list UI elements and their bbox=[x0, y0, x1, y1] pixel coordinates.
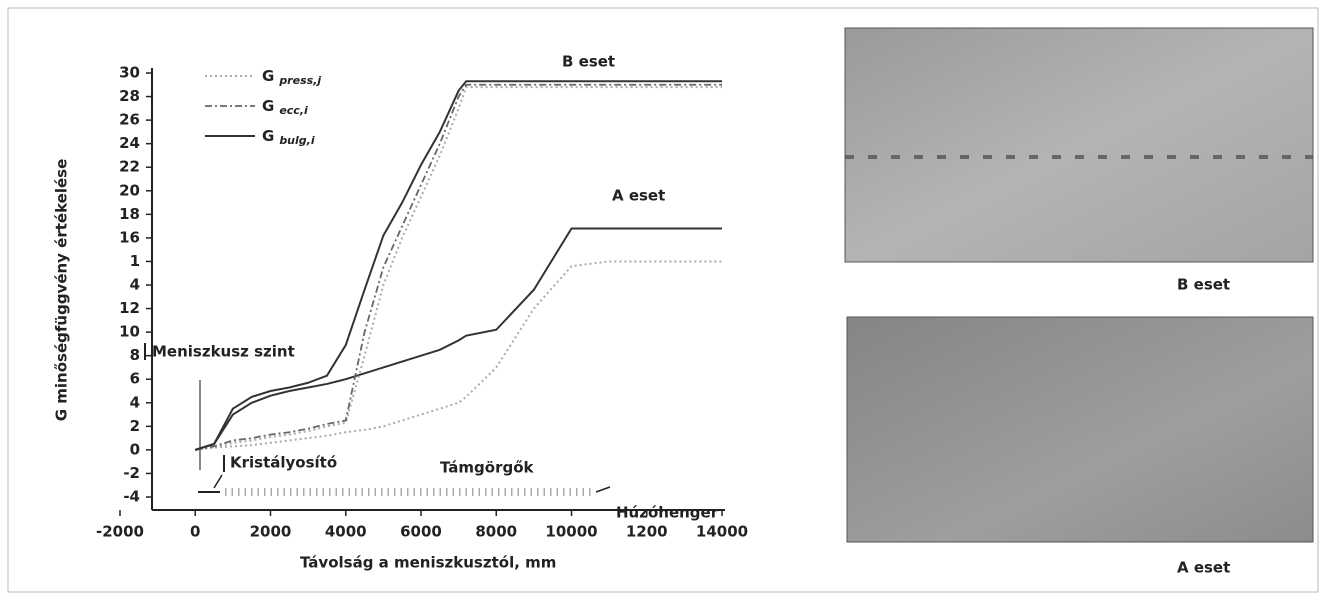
annotation: Meniszkusz szint bbox=[152, 343, 295, 361]
y-tick-label: 2 bbox=[130, 417, 140, 435]
legend-main: G bbox=[262, 97, 274, 115]
legend-main: G bbox=[262, 67, 274, 85]
legend-sub: press,j bbox=[278, 74, 321, 87]
x-tick-label: 8000 bbox=[475, 523, 517, 541]
y-tick-label: 16 bbox=[119, 228, 140, 246]
x-tick-label: 4000 bbox=[325, 523, 367, 541]
photo-caption: A eset bbox=[1177, 559, 1230, 577]
x-tick-label: 14000 bbox=[696, 523, 748, 541]
x-tick-label: 2000 bbox=[250, 523, 292, 541]
x-tick-label: 10000 bbox=[545, 523, 597, 541]
x-axis-label: Távolság a meniszkusztól, mm bbox=[300, 554, 556, 572]
y-tick-label: 30 bbox=[119, 64, 140, 82]
series-line bbox=[194, 227, 722, 451]
y-tick-label: 12 bbox=[119, 299, 140, 317]
legend-sub: bulg,i bbox=[279, 134, 315, 147]
y-tick-label: 24 bbox=[119, 134, 140, 152]
y-tick-label: 18 bbox=[119, 205, 140, 223]
series-line bbox=[194, 80, 722, 451]
x-tick-label: 0 bbox=[190, 523, 200, 541]
y-tick-label: 4 bbox=[130, 276, 140, 294]
legend-sub: ecc,i bbox=[279, 104, 308, 117]
y-tick-label: 26 bbox=[119, 111, 140, 129]
y-tick-label: 4 bbox=[130, 393, 140, 411]
marker bbox=[595, 486, 611, 493]
annotation: B eset bbox=[562, 53, 615, 71]
series-line bbox=[195, 83, 722, 451]
photo-a bbox=[846, 316, 1314, 543]
y-tick-label: -4 bbox=[123, 488, 140, 506]
y-tick-label: 6 bbox=[130, 370, 140, 388]
annotation: Támgörgők bbox=[440, 459, 535, 477]
annotation: Kristályosító bbox=[230, 454, 337, 472]
y-tick-label: 10 bbox=[119, 323, 140, 341]
x-tick-label: 6000 bbox=[400, 523, 442, 541]
y-tick-label: 28 bbox=[119, 87, 140, 105]
y-tick-label: 20 bbox=[119, 181, 140, 199]
y-tick-label: 22 bbox=[119, 158, 140, 176]
photo-b bbox=[844, 27, 1314, 263]
marker bbox=[213, 474, 223, 489]
x-tick-label: 1200 bbox=[626, 523, 668, 541]
series-line bbox=[195, 86, 722, 451]
y-tick-label: -2 bbox=[123, 464, 140, 482]
annotation: Húzóhenger bbox=[616, 504, 719, 522]
annotation: A eset bbox=[612, 187, 665, 205]
x-tick-label: -2000 bbox=[96, 523, 144, 541]
y-tick-label: 0 bbox=[130, 440, 140, 458]
legend-main: G bbox=[262, 127, 274, 145]
y-axis-label: G minőségfüggvény értékelése bbox=[53, 159, 71, 422]
y-tick-label: 8 bbox=[130, 346, 140, 364]
photo-caption: B eset bbox=[1177, 276, 1230, 294]
y-tick-label: 1 bbox=[130, 252, 140, 270]
frame bbox=[7, 7, 1319, 593]
